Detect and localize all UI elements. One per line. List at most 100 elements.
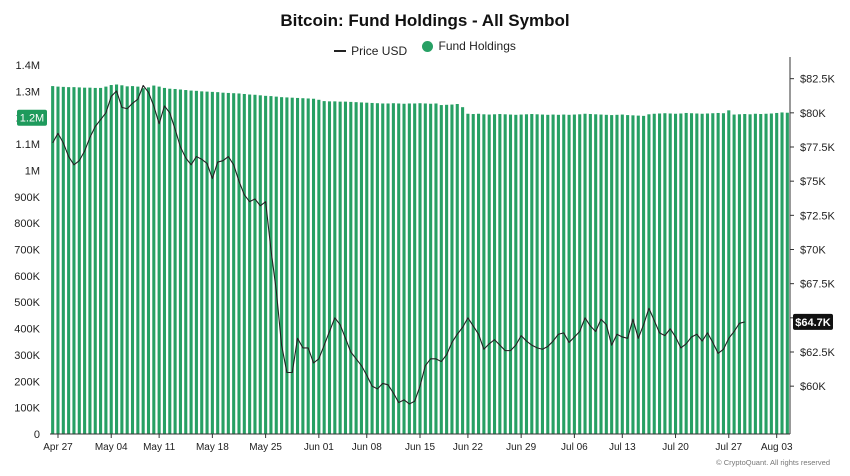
holdings-bar [429, 103, 433, 434]
holdings-bar [519, 114, 523, 435]
holdings-bar [780, 112, 784, 434]
holdings-bar [306, 98, 310, 434]
holdings-bar [109, 85, 113, 434]
x-tick-label: Jun 22 [453, 442, 483, 453]
holdings-bar [157, 86, 161, 435]
x-tick-label: Jul 20 [662, 442, 689, 453]
holdings-bar [423, 103, 427, 434]
x-tick-label: Jul 13 [609, 442, 636, 453]
chart-title: Bitcoin: Fund Holdings - All Symbol [280, 11, 570, 30]
chart-legend: Price USD Fund Holdings [0, 39, 850, 58]
legend-item-holdings[interactable]: Fund Holdings [422, 39, 516, 53]
y-left-tick-label: 1.1M [16, 139, 40, 151]
holdings-bar [189, 90, 193, 434]
y-right-tick-label: $75K [800, 176, 826, 188]
holdings-bar [370, 102, 374, 434]
holdings-bar [567, 114, 571, 434]
y-right-tick-label: $72.5K [800, 210, 836, 222]
y-right-tick-label: $67.5K [800, 279, 836, 291]
legend-item-price[interactable]: Price USD [334, 44, 407, 58]
holdings-bar [232, 93, 236, 434]
holdings-bar [498, 114, 502, 435]
holdings-bar [168, 88, 172, 434]
y-right-tick-label: $70K [800, 245, 826, 257]
x-tick-label: May 18 [196, 442, 229, 453]
holdings-bar [530, 114, 534, 435]
legend-price-label: Price USD [351, 43, 408, 58]
y-left-tick-label: 300K [14, 350, 40, 362]
holdings-bar [599, 114, 603, 435]
y-right-tick-label: $60K [800, 381, 826, 393]
holdings-bar [439, 105, 443, 434]
holdings-bar [588, 114, 592, 435]
holdings-bar [178, 89, 182, 434]
price-line-swatch [334, 50, 347, 52]
y-left-tick-label: 200K [14, 376, 40, 388]
holdings-bar [668, 113, 672, 434]
y-left-tick-label: 100K [14, 403, 40, 415]
y-left-tick-label: 0 [34, 429, 40, 441]
x-tick-label: Aug 03 [761, 442, 793, 453]
holdings-bar [338, 101, 342, 434]
holdings-bar [61, 86, 65, 434]
holdings-bar [546, 114, 550, 434]
holdings-bar [737, 114, 741, 434]
holdings-bar [487, 114, 491, 435]
holdings-bar [237, 93, 241, 434]
holdings-bar [141, 88, 145, 434]
holdings-bar [455, 104, 459, 434]
holdings-bar [253, 94, 257, 434]
holdings-bar [136, 86, 140, 435]
holdings-bar [413, 103, 417, 434]
holdings-bar [226, 92, 230, 434]
holdings-bar [695, 113, 699, 434]
price-line [52, 84, 745, 405]
holdings-bar [402, 103, 406, 434]
holdings-bar [216, 92, 220, 435]
holdings-bar [67, 87, 71, 434]
holdings-bar [397, 103, 401, 434]
holdings-bar [56, 86, 60, 435]
holdings-bar [115, 84, 119, 434]
y-left-tick-label: 1M [25, 165, 40, 177]
holdings-bar [716, 112, 720, 434]
holdings-bar [785, 112, 789, 435]
holdings-bar [296, 97, 300, 434]
holdings-bar [647, 114, 651, 434]
holdings-bar [88, 87, 92, 435]
holdings-bar [753, 113, 757, 434]
holdings-bar [120, 85, 124, 435]
holdings-bar [130, 86, 135, 434]
holdings-bar [689, 113, 694, 434]
holdings-bar [477, 113, 481, 434]
holdings-bar [535, 114, 539, 434]
holdings-bar [620, 114, 624, 435]
holdings-bar [99, 87, 103, 435]
holdings-bar [604, 114, 608, 434]
holdings-bar [386, 103, 390, 434]
holdings-bar [705, 113, 710, 434]
holdings-bar [173, 88, 177, 434]
holdings-bar [626, 115, 630, 434]
x-tick-label: Jun 08 [352, 442, 382, 453]
y-left-tick-label: 500K [14, 297, 40, 309]
x-tick-label: May 04 [95, 442, 128, 453]
y-right-tick-label: $82.5K [800, 74, 836, 86]
holdings-bar [221, 92, 225, 435]
holdings-bar [748, 114, 752, 434]
holdings-bar [375, 103, 379, 434]
holdings-bar [327, 101, 332, 435]
current-holdings-badge-label: 1.2M [20, 113, 44, 125]
y-left-tick-label: 1.3M [16, 86, 40, 98]
holdings-bar [631, 115, 635, 434]
current-holdings-badge [17, 109, 47, 126]
holdings-bar [152, 85, 156, 434]
holdings-bar [269, 96, 273, 434]
holdings-bar [445, 104, 449, 435]
x-tick-label: Apr 27 [43, 442, 73, 453]
holdings-bar [759, 114, 763, 435]
holdings-bar [562, 114, 566, 435]
holdings-bar [642, 115, 646, 435]
holdings-bar [663, 113, 667, 434]
holdings-bar [343, 101, 348, 434]
